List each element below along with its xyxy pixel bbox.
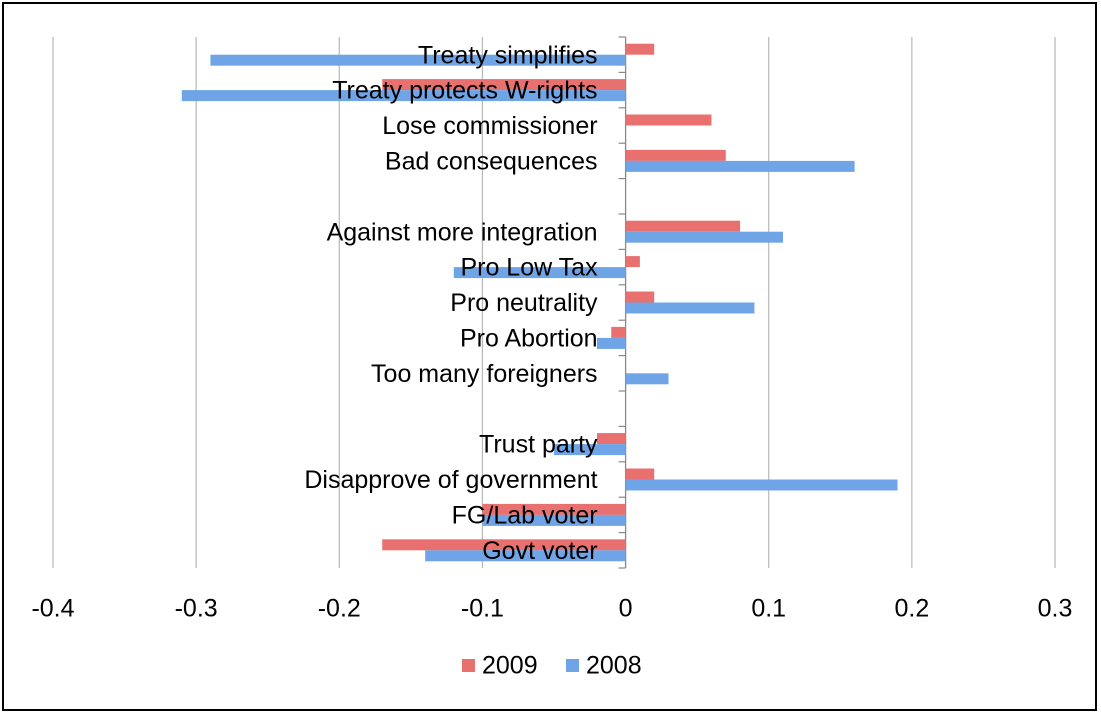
- bar: [625, 149, 726, 161]
- bar: [625, 373, 669, 385]
- x-tick-label: 0.2: [894, 595, 929, 623]
- x-tick-label: -0.2: [318, 595, 361, 623]
- x-tick-label: -0.3: [175, 595, 218, 623]
- bar: [625, 160, 855, 172]
- category-label: Govt voter: [482, 537, 597, 565]
- category-label: Lose commissioner: [382, 112, 597, 140]
- category-label: Treaty simplifies: [418, 41, 598, 69]
- category-label: Pro Low Tax: [460, 254, 598, 282]
- x-tick-label: -0.4: [31, 595, 74, 623]
- bar: [554, 444, 626, 456]
- category-label: Against more integration: [327, 218, 598, 246]
- bar: [482, 503, 626, 515]
- bar: [611, 326, 626, 338]
- bar: [596, 337, 626, 349]
- bar: [625, 43, 655, 55]
- bar: [625, 468, 655, 480]
- legend-label: 2009: [482, 652, 538, 680]
- x-tick-label: -0.1: [461, 595, 504, 623]
- bar: [596, 433, 626, 445]
- category-label: Treaty protects W-rights: [332, 77, 597, 105]
- legend-swatch: [566, 659, 579, 672]
- bar: [453, 267, 626, 279]
- bar: [625, 479, 898, 491]
- bar: [482, 514, 626, 526]
- legend-label: 2008: [586, 652, 642, 680]
- category-label: Bad consequences: [385, 148, 598, 176]
- category-label: Trust party: [479, 431, 598, 459]
- category-label: FG/Lab voter: [452, 502, 598, 530]
- bar: [210, 54, 626, 66]
- bar: [382, 539, 626, 551]
- bar: [625, 114, 712, 126]
- category-label: Pro neutrality: [450, 289, 598, 317]
- bar: [625, 291, 655, 303]
- bar: [625, 220, 741, 232]
- category-label: Pro Abortion: [460, 325, 598, 353]
- bar: [181, 90, 626, 102]
- x-tick-label: 0.3: [1038, 595, 1073, 623]
- bar: [425, 550, 626, 562]
- x-tick-label: 0.1: [751, 595, 786, 623]
- bar: [382, 79, 626, 91]
- category-label: Disapprove of government: [304, 466, 597, 494]
- bar: [625, 302, 755, 314]
- bar: [625, 256, 640, 268]
- category-label: Too many foreigners: [371, 360, 598, 388]
- x-tick-label: 0: [619, 595, 633, 623]
- legend-swatch: [462, 659, 475, 672]
- bar: [625, 231, 784, 243]
